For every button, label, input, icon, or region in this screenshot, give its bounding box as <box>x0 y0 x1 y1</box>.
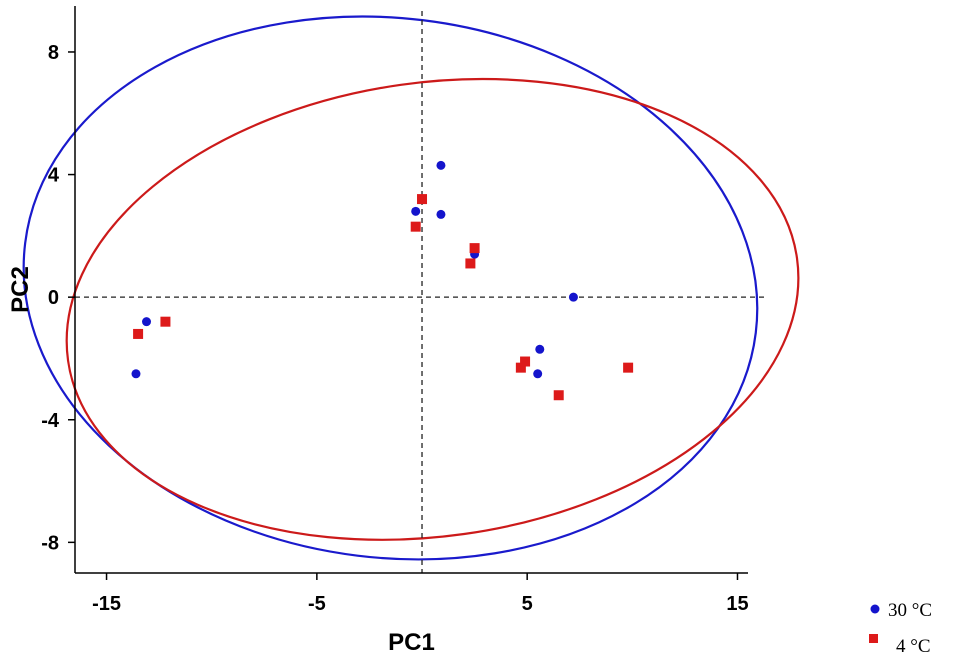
point-square <box>515 362 526 373</box>
point-square <box>410 221 421 232</box>
point-square <box>465 258 476 269</box>
axes <box>74 6 748 574</box>
legend: 30 °C 4 °C <box>869 600 932 657</box>
point-circle <box>568 292 578 302</box>
data-points <box>131 160 634 401</box>
legend-item-4c: 4 °C <box>869 634 931 657</box>
point-square <box>469 243 480 254</box>
legend-label: 30 °C <box>888 600 932 621</box>
legend-item-30c: 30 °C <box>870 600 932 621</box>
point-square <box>133 328 144 339</box>
reference-lines <box>75 11 765 573</box>
point-square <box>520 356 531 367</box>
ellipse-30c <box>22 15 759 561</box>
x-tick-label: -15 <box>92 593 121 615</box>
point-circle <box>533 369 543 379</box>
x-axis-title: PC1 <box>388 629 435 656</box>
x-tick-label: -5 <box>308 593 326 615</box>
legend-label: 4 °C <box>896 636 931 657</box>
point-square <box>553 390 564 401</box>
tick-labels: -15 -5 5 15 -8 -4 0 4 8 <box>41 42 748 615</box>
x-tick-label: 5 <box>522 593 533 615</box>
point-circle <box>131 369 141 379</box>
confidence-ellipses <box>22 15 800 561</box>
tick-marks <box>68 51 739 580</box>
y-tick-label: -4 <box>41 410 60 432</box>
point-circle <box>142 317 152 327</box>
y-tick-label: 4 <box>48 165 60 187</box>
y-tick-label: 8 <box>48 42 59 64</box>
y-axis-title: PC2 <box>7 266 34 313</box>
y-tick-label: -8 <box>41 532 59 554</box>
point-square <box>160 316 171 327</box>
point-square <box>623 362 634 373</box>
point-square <box>417 194 428 205</box>
point-circle <box>436 160 446 170</box>
ellipse-4c <box>65 77 800 541</box>
x-tick-label: 15 <box>726 593 748 615</box>
legend-marker-square <box>869 634 878 643</box>
point-circle <box>535 344 545 354</box>
point-circle <box>436 209 446 219</box>
legend-marker-circle <box>870 604 880 614</box>
point-circle <box>411 206 421 216</box>
y-tick-label: 0 <box>48 287 59 309</box>
